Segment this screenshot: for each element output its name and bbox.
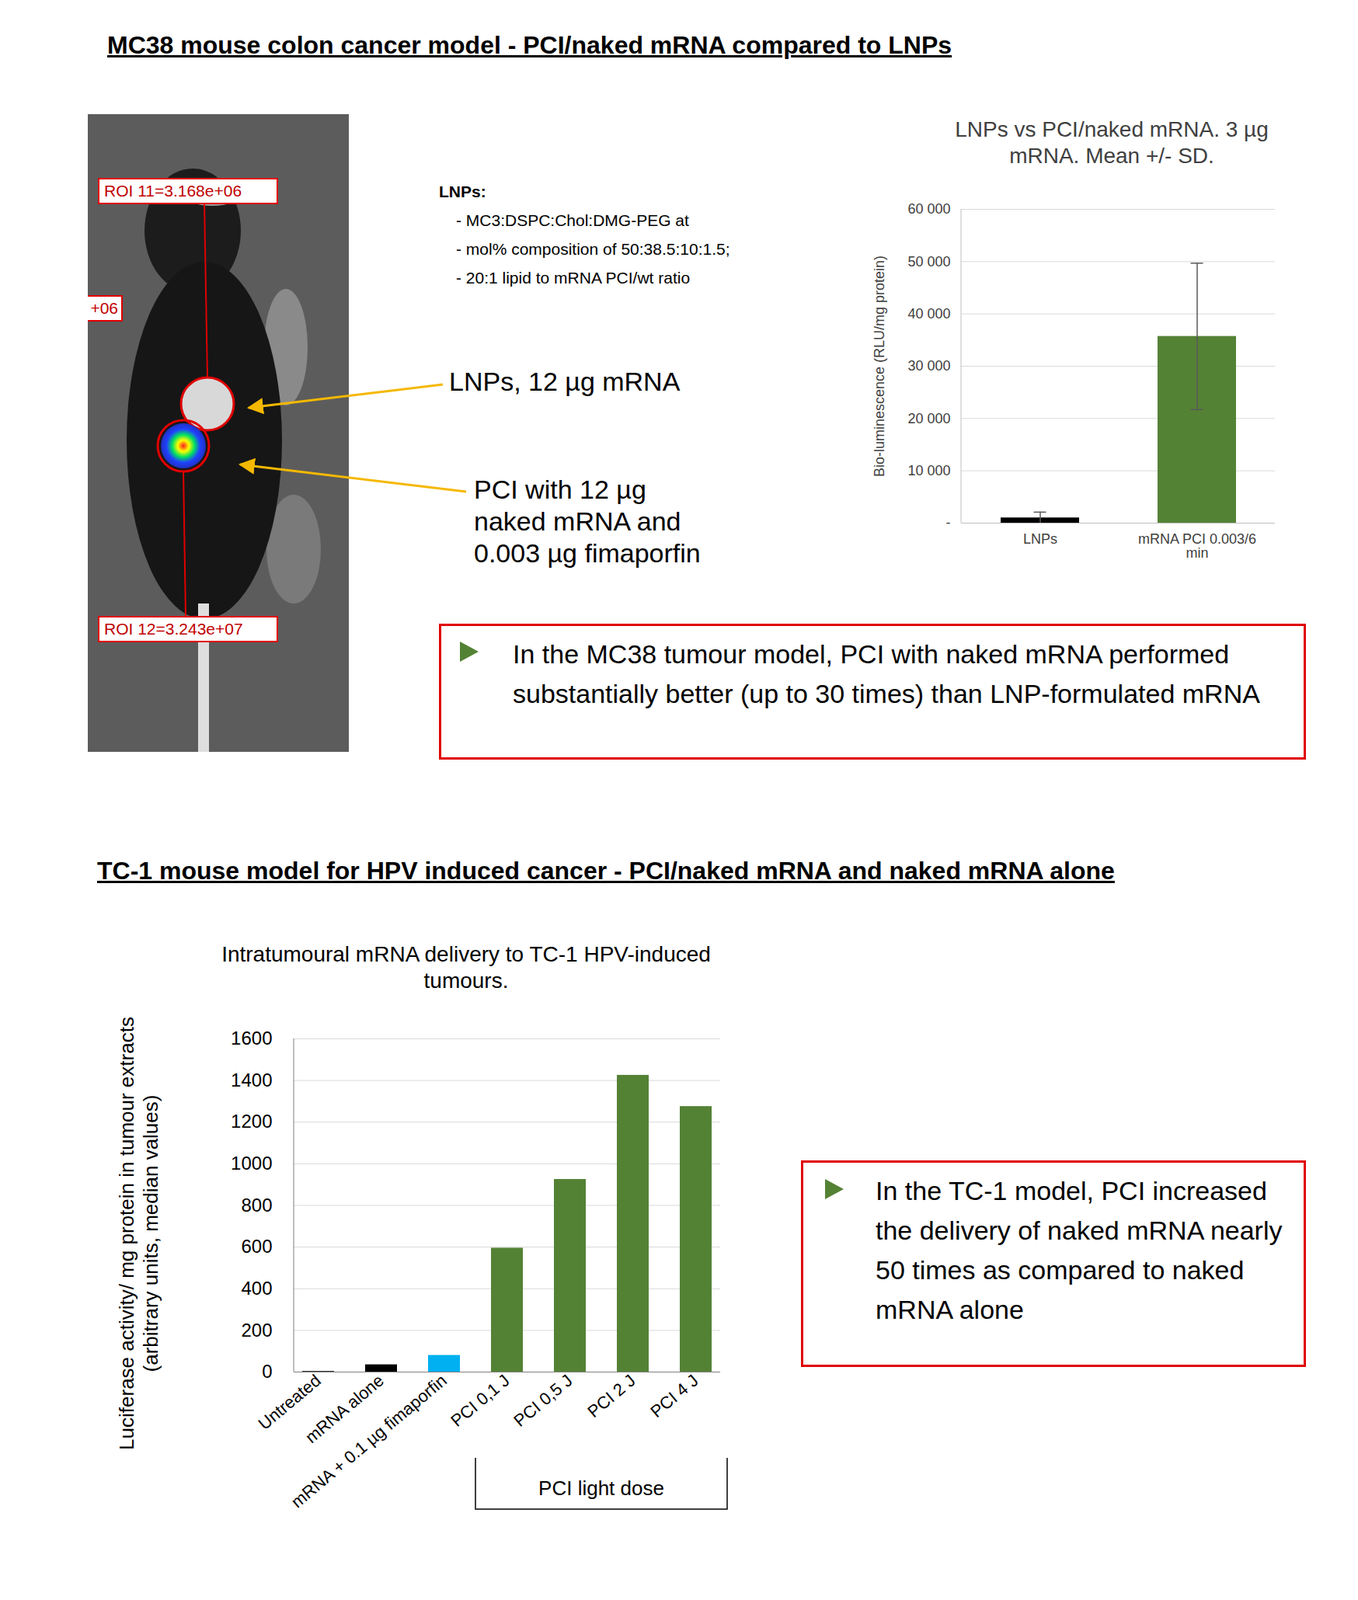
html-text:In the MC38 tumour model, PCI: In the MC38 tumour model, PCI with naked… xyxy=(512,639,1261,709)
svg-text:PCI 0,5 J: PCI 0,5 J xyxy=(509,1371,576,1432)
svg-text:mRNA PCI 0.003/6min: mRNA PCI 0.003/6min xyxy=(1138,531,1257,561)
html-text:- 20:1 lipid to mRNA PCI/wt ra: - 20:1 lipid to mRNA PCI/wt ratio xyxy=(456,268,690,287)
svg-text:60 000: 60 000 xyxy=(907,201,951,217)
svg-text:0: 0 xyxy=(261,1361,272,1383)
svg-text:800: 800 xyxy=(240,1194,272,1216)
svg-text:PCI 2 J: PCI 2 J xyxy=(583,1371,639,1423)
html-text:LNPs:: LNPs: xyxy=(438,182,487,201)
svg-text:1200: 1200 xyxy=(230,1110,272,1132)
svg-text:400: 400 xyxy=(240,1277,272,1299)
html-text:MC38 mouse colon cancer model: MC38 mouse colon cancer model - PCI/nake… xyxy=(107,31,952,60)
html-text:- mol% composition of 50:38.5:: - mol% composition of 50:38.5:10:1.5; xyxy=(456,240,730,258)
svg-text:Untreated: Untreated xyxy=(254,1370,325,1434)
svg-text:-: - xyxy=(946,515,951,531)
svg-text:Bio-luminescence (RLU/mg prote: Bio-luminescence (RLU/mg protein) xyxy=(871,255,888,478)
svg-text:ROI 12=3.243e+07: ROI 12=3.243e+07 xyxy=(104,619,244,638)
svg-text:mRNA alone: mRNA alone xyxy=(301,1370,388,1448)
svg-text:50 000: 50 000 xyxy=(907,254,951,270)
svg-text:PCI light dose: PCI light dose xyxy=(538,1476,665,1501)
svg-text:30 000: 30 000 xyxy=(907,358,951,374)
svg-text:+06: +06 xyxy=(90,299,119,317)
svg-text:600: 600 xyxy=(240,1236,272,1258)
svg-text:mRNA + 0.1 µg fimaporfin: mRNA + 0.1 µg fimaporfin xyxy=(287,1371,451,1513)
html-text:Luciferase activity/ mg protei: Luciferase activity/ mg protein in tumou… xyxy=(114,1017,163,1451)
svg-text:40 000: 40 000 xyxy=(907,306,951,322)
svg-text:20 000: 20 000 xyxy=(907,410,951,427)
html-text:Intratumoural mRNA delivery to: Intratumoural mRNA delivery to TC-1 HPV-… xyxy=(221,942,711,993)
svg-text:ROI 11=3.168e+06: ROI 11=3.168e+06 xyxy=(104,181,242,200)
html-text:- MC3:DSPC:Chol:DMG-PEG at: - MC3:DSPC:Chol:DMG-PEG at xyxy=(456,211,690,230)
html-text:PCI with 12 µg naked mRNA and: PCI with 12 µg naked mRNA and 0.003 µg f… xyxy=(473,474,701,568)
svg-text:1400: 1400 xyxy=(230,1069,272,1091)
html-text:LNPs vs PCI/naked mRNA. 3 µg m: LNPs vs PCI/naked mRNA. 3 µg mRNA. Mean … xyxy=(954,117,1269,168)
svg-text:200: 200 xyxy=(240,1319,272,1341)
html-text:LNPs, 12 µg mRNA: LNPs, 12 µg mRNA xyxy=(449,366,681,397)
svg-text:LNPs: LNPs xyxy=(1023,531,1058,547)
svg-text:1600: 1600 xyxy=(230,1027,272,1049)
svg-text:10 000: 10 000 xyxy=(907,463,951,479)
svg-text:1000: 1000 xyxy=(230,1152,272,1174)
html-text:In the TC-1 model, PCI increas: In the TC-1 model, PCI increased the del… xyxy=(875,1176,1283,1325)
svg-text:PCI 4 J: PCI 4 J xyxy=(646,1371,702,1423)
svg-text:PCI 0,1 J: PCI 0,1 J xyxy=(446,1371,513,1432)
html-text:TC-1 mouse model for HPV induc: TC-1 mouse model for HPV induced cancer … xyxy=(97,856,1115,885)
